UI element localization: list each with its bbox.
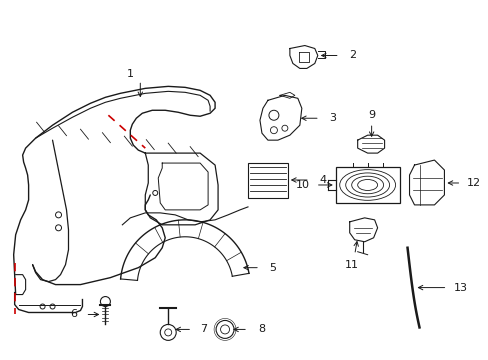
Text: 11: 11 [344, 260, 358, 270]
Text: 4: 4 [319, 175, 325, 185]
Text: 8: 8 [258, 324, 265, 334]
Text: 6: 6 [70, 310, 77, 319]
Bar [335, 167, 399, 203]
Text: 13: 13 [452, 283, 467, 293]
Text: 7: 7 [200, 324, 207, 334]
Text: 12: 12 [467, 178, 480, 188]
Text: 9: 9 [367, 110, 374, 120]
Text: 3: 3 [328, 113, 336, 123]
Text: 10: 10 [295, 180, 309, 190]
Text: 2: 2 [348, 50, 356, 60]
Text: 5: 5 [269, 263, 276, 273]
Text: 1: 1 [126, 69, 134, 80]
Bar [247, 163, 287, 198]
